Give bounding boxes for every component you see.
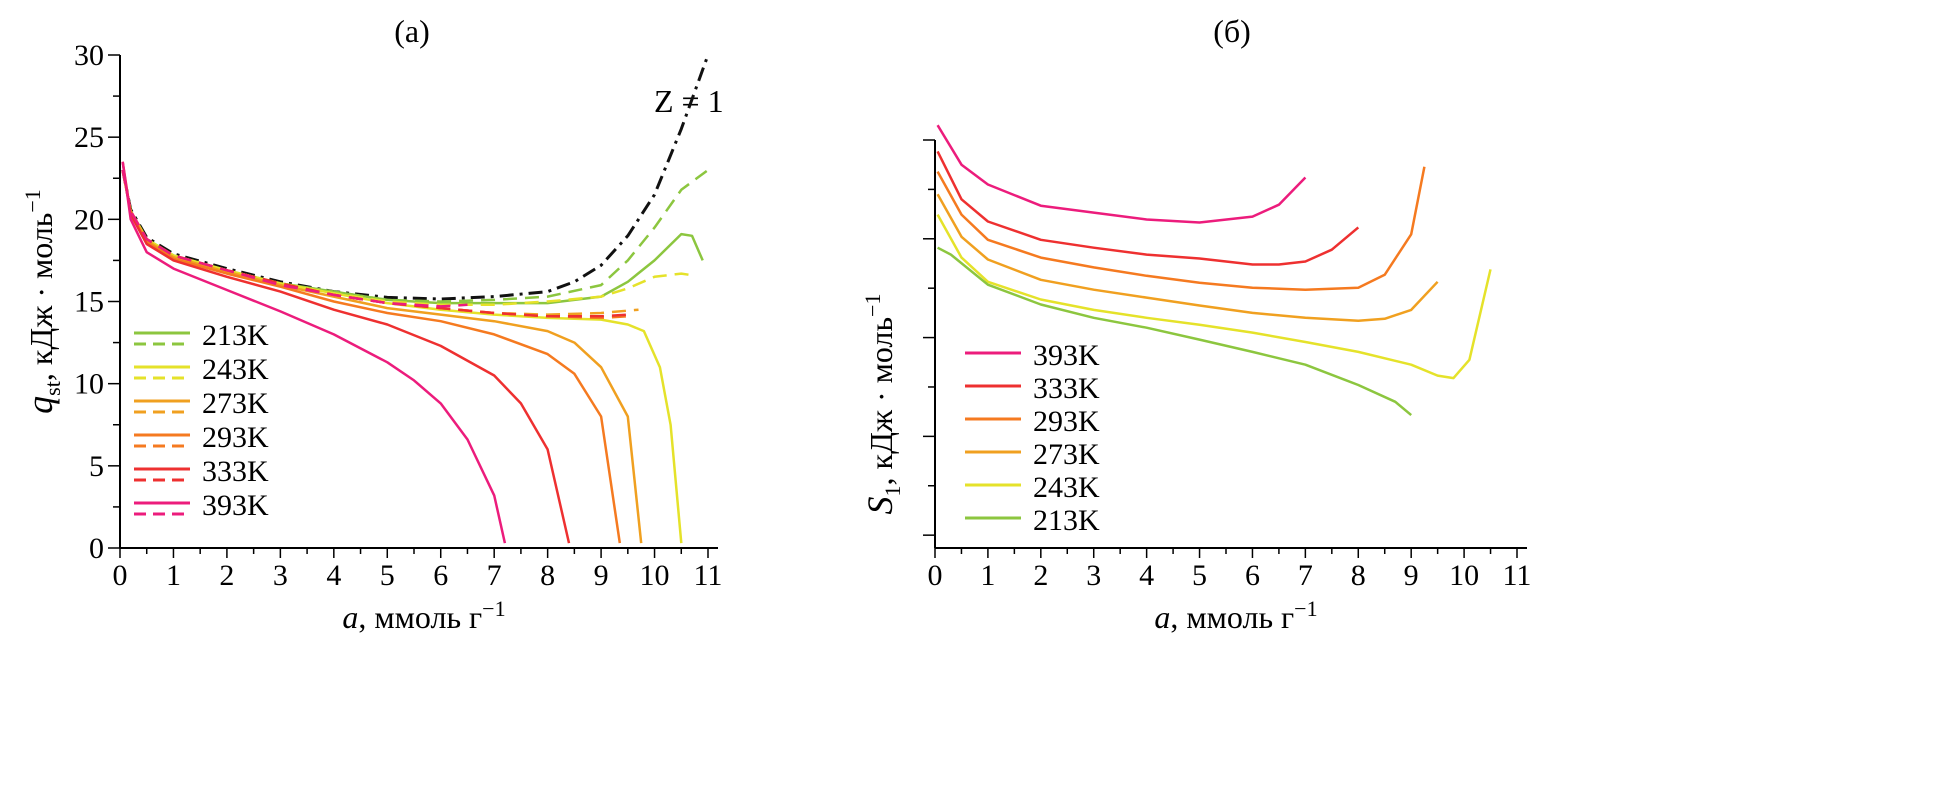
series-line-333K-dashed <box>121 169 628 318</box>
z1-annotation: Z = 1 <box>654 83 724 119</box>
legend-label: 213K <box>202 319 269 352</box>
x-tick-label: 7 <box>487 559 502 592</box>
y-tick-label: 0 <box>89 532 104 565</box>
series-line-393K-solid <box>121 161 507 544</box>
series-line-243K-dashed <box>121 169 693 307</box>
series-line-273K-dashed <box>121 169 639 316</box>
x-tick-label: 5 <box>1192 559 1207 592</box>
legend-label: 333K <box>1033 372 1100 405</box>
x-tick-label: 8 <box>1351 559 1366 592</box>
series-line-Z1-dashdot <box>121 54 710 301</box>
y-tick-label: 15 <box>74 286 104 319</box>
x-tick-label: 1 <box>980 559 995 592</box>
chart-b: (б) 0 1 2 3 4 5 6 7 8 9 10 11 393K333K293K273K243K21… <box>860 13 1531 635</box>
x-tick-label: 2 <box>219 559 234 592</box>
series-line-333K-solid <box>121 161 571 544</box>
y-axis-title-unit: , кДж · моль <box>863 317 899 486</box>
x-tick-label: 11 <box>694 559 723 592</box>
legend-label: 243K <box>202 353 269 386</box>
y-tick-label: 10 <box>74 368 104 401</box>
legend-label: 213K <box>1033 504 1100 537</box>
series-line-273K <box>936 193 1439 323</box>
series-line-333K <box>936 150 1360 266</box>
x-tick-label: 11 <box>1503 559 1532 592</box>
x-tick-label: 0 <box>928 559 943 592</box>
legend-label: 273K <box>1033 438 1100 471</box>
x-tick-label: 9 <box>594 559 609 592</box>
y-tick-label: 30 <box>74 39 104 72</box>
x-axis-title: a, ммоль г−1 <box>1154 596 1317 635</box>
legend-label: 293K <box>1033 405 1100 438</box>
legend-label: 273K <box>202 387 269 420</box>
series-line-243K <box>936 213 1492 380</box>
x-axis-title-var: a <box>342 599 358 635</box>
x-tick-label: 5 <box>380 559 395 592</box>
legend-label: 393K <box>1033 339 1100 372</box>
x-tick-label: 4 <box>1139 559 1154 592</box>
x-tick-label: 2 <box>1033 559 1048 592</box>
x-tick-label: 4 <box>326 559 341 592</box>
x-axis-title: a, ммоль г−1 <box>342 596 505 635</box>
series-line-293K <box>936 166 1426 291</box>
x-tick-label: 8 <box>540 559 555 592</box>
y-axis-title: S1, кДж · моль−1 <box>860 294 905 515</box>
x-axis-title-unit: , ммоль г <box>1170 599 1294 635</box>
legend-label: 393K <box>202 489 269 522</box>
legend-label: 243K <box>1033 471 1100 504</box>
y-axis-title-sup: −1 <box>860 294 885 317</box>
y-axis-title-unit: , кДж · моль <box>23 213 59 382</box>
x-tick-label: 10 <box>1449 559 1479 592</box>
x-tick-label: 10 <box>640 559 670 592</box>
x-tick-label: 9 <box>1404 559 1419 592</box>
legend-label: 293K <box>202 421 269 454</box>
y-tick-label: 5 <box>89 450 104 483</box>
y-tick-label: 20 <box>74 203 104 236</box>
x-tick-label: 7 <box>1298 559 1313 592</box>
series-line-393K <box>936 124 1307 224</box>
series-line-393K-dashed <box>121 169 468 308</box>
x-axis-title-var: a <box>1154 599 1170 635</box>
series-line-273K-solid <box>121 169 643 544</box>
y-axis-title-sub: st <box>40 381 65 396</box>
y-tick-label: 25 <box>74 121 104 154</box>
legend-label: 333K <box>202 455 269 488</box>
series-line-213K-dashed <box>121 168 709 303</box>
y-axis-title-var: q <box>20 396 60 414</box>
x-tick-label: 6 <box>1245 559 1260 592</box>
x-tick-label: 6 <box>433 559 448 592</box>
x-axis-title-sup: −1 <box>1294 596 1317 621</box>
chart-b-title: (б) <box>1213 13 1251 49</box>
chart-a-title: (а) <box>394 13 430 49</box>
x-tick-label: 3 <box>273 559 288 592</box>
x-tick-label: 3 <box>1086 559 1101 592</box>
y-axis-title-sup: −1 <box>20 189 45 212</box>
y-axis-title-sub: 1 <box>880 485 905 496</box>
y-axis-title-var: S <box>860 496 900 514</box>
x-tick-label: 1 <box>166 559 181 592</box>
chart-a: (а) Z = 1 0 1 2 3 4 5 6 7 8 9 10 11 0 5 10 15 20 25 30 213K… <box>20 13 724 635</box>
series-line-213K <box>937 246 1413 417</box>
series-line-293K-solid <box>121 169 622 544</box>
y-axis-title: qst, кДж · моль−1 <box>20 189 65 414</box>
x-axis-title-unit: , ммоль г <box>358 599 482 635</box>
x-axis-title-sup: −1 <box>482 596 505 621</box>
x-tick-label: 0 <box>113 559 128 592</box>
